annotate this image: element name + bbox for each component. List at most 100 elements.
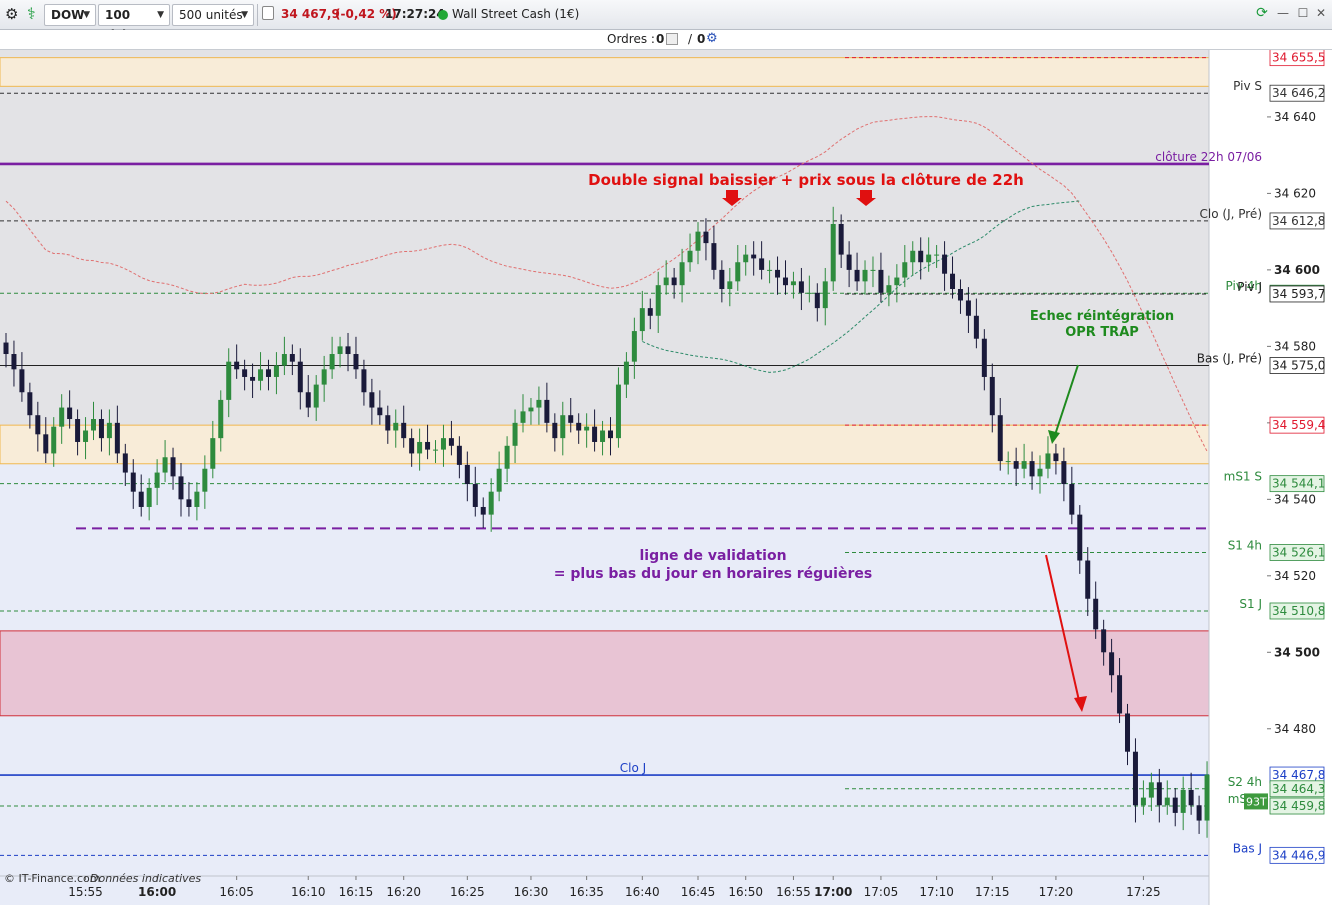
candle-body: [146, 487, 152, 507]
level-tag: 34 646,2: [1272, 86, 1325, 100]
candle-body: [106, 422, 112, 439]
candle-body: [1037, 468, 1043, 477]
candle-body: [735, 262, 741, 282]
green-arrow-line: [1053, 364, 1079, 439]
level-tag: 34 464,3: [1272, 782, 1325, 796]
candle-body: [687, 250, 693, 263]
candle-body: [1021, 461, 1027, 469]
x-tick-label: 16:25: [450, 885, 485, 899]
candle-body: [552, 422, 558, 439]
candle-body: [194, 491, 200, 507]
candle-body: [751, 254, 757, 259]
wand-icon[interactable]: ⚕: [27, 4, 36, 23]
level-label: mS1 S: [1224, 470, 1262, 484]
candle-body: [377, 407, 383, 416]
candle-body: [1061, 461, 1067, 485]
annotation-validation: ligne de validation: [639, 548, 786, 564]
candle-body: [1069, 484, 1075, 515]
candle-body: [576, 422, 582, 431]
ticks-select[interactable]: 100 ticks ▼: [98, 4, 170, 42]
x-tick-label: 16:45: [681, 885, 716, 899]
candle-body: [878, 269, 884, 293]
level-tag-box: [1269, 544, 1325, 561]
candle-body: [759, 258, 765, 270]
y-tick-label: 34 620: [1274, 186, 1316, 200]
clock-time: 17:27:24: [385, 7, 445, 21]
candle-body: [90, 419, 96, 431]
level-tag: 34 459,8: [1272, 799, 1325, 813]
candle-body: [289, 354, 295, 362]
candle-body: [512, 422, 518, 446]
x-tick-label: 17:10: [919, 885, 954, 899]
candle-body: [950, 273, 956, 290]
gear-icon[interactable]: ⚙: [706, 31, 718, 46]
candle-body: [870, 269, 876, 271]
candle-body: [1101, 629, 1107, 653]
chart-type-icon[interactable]: [262, 6, 274, 20]
market-name: Wall Street Cash (1€): [452, 7, 580, 21]
candle-body: [830, 223, 836, 282]
close-icon[interactable]: ✕: [1315, 6, 1327, 20]
candle-body: [790, 281, 796, 286]
candle-body: [814, 292, 820, 309]
y-tick-label: 34 540: [1274, 492, 1316, 506]
candle-body: [1093, 598, 1099, 630]
candle-body: [934, 254, 940, 256]
candle-body: [679, 262, 685, 286]
candle-body: [448, 438, 454, 446]
candle-body: [440, 438, 446, 450]
credit-org: © IT-Finance.com: [4, 872, 101, 885]
last-price: 34 467,9: [281, 7, 340, 21]
x-tick-label: 16:05: [219, 885, 254, 899]
candle-body: [615, 384, 621, 439]
candle-body: [822, 281, 828, 309]
price-chart[interactable]: Piv S clôture 22h 07/06 Clo (J, Pré) Piv 4h…: [0, 50, 1332, 905]
candle-body: [464, 464, 470, 485]
maximize-icon[interactable]: ☐: [1297, 6, 1309, 20]
candle-body: [281, 354, 287, 366]
candle-body: [265, 369, 271, 377]
credit-note: Données indicatives: [90, 872, 201, 885]
units-select[interactable]: 500 unités ▼: [172, 4, 254, 26]
candle-body: [1196, 805, 1202, 821]
x-tick-label: 16:10: [291, 885, 326, 899]
candle-body: [1180, 789, 1186, 813]
red-arrow-line: [1045, 554, 1081, 706]
annotation-validation-note: = plus bas du jour en horaires réguières: [554, 566, 872, 582]
candle-body: [1164, 797, 1170, 806]
candle-body: [1188, 789, 1194, 806]
level-label: Piv S: [1233, 79, 1262, 93]
candle-body: [981, 338, 987, 377]
y-tick-label: 34 520: [1274, 569, 1316, 583]
x-tick-label: 16:20: [386, 885, 421, 899]
volume-tag: 93T: [1246, 795, 1267, 808]
level-tag-box: [1269, 475, 1325, 493]
candle-body: [19, 369, 25, 393]
candle-body: [560, 415, 566, 439]
candle-body: [496, 468, 502, 492]
instrument-select[interactable]: DOW ▼: [44, 4, 96, 26]
x-tick-label: 17:00: [814, 885, 852, 899]
moving-average-red: [5, 116, 1208, 452]
candle-body: [1053, 453, 1059, 462]
level-tag: 34 510,8: [1272, 604, 1325, 618]
pin-icon[interactable]: ⚙: [5, 5, 19, 23]
moving-average-green: [642, 200, 1080, 373]
level-tag-box: [1269, 797, 1325, 815]
annotation-echec: Echec réintégration: [1030, 309, 1174, 324]
orders-grid-icon[interactable]: [666, 33, 678, 45]
candle-body: [1132, 751, 1138, 806]
refresh-icon[interactable]: ⟳: [1256, 5, 1268, 21]
candle-body: [703, 231, 709, 244]
chevron-down-icon: ▼: [83, 10, 90, 20]
candle-body: [154, 472, 160, 488]
level-label: clôture 22h 07/06: [1155, 150, 1262, 164]
orders-count-2: 0: [697, 32, 706, 46]
minimize-icon[interactable]: —: [1277, 6, 1289, 20]
x-tick-label: 16:15: [339, 885, 374, 899]
level-label: S1 J: [1239, 597, 1262, 611]
candle-body: [1077, 514, 1083, 561]
candle-body: [608, 430, 613, 439]
candle-body: [401, 422, 407, 439]
candle-body: [393, 422, 399, 431]
